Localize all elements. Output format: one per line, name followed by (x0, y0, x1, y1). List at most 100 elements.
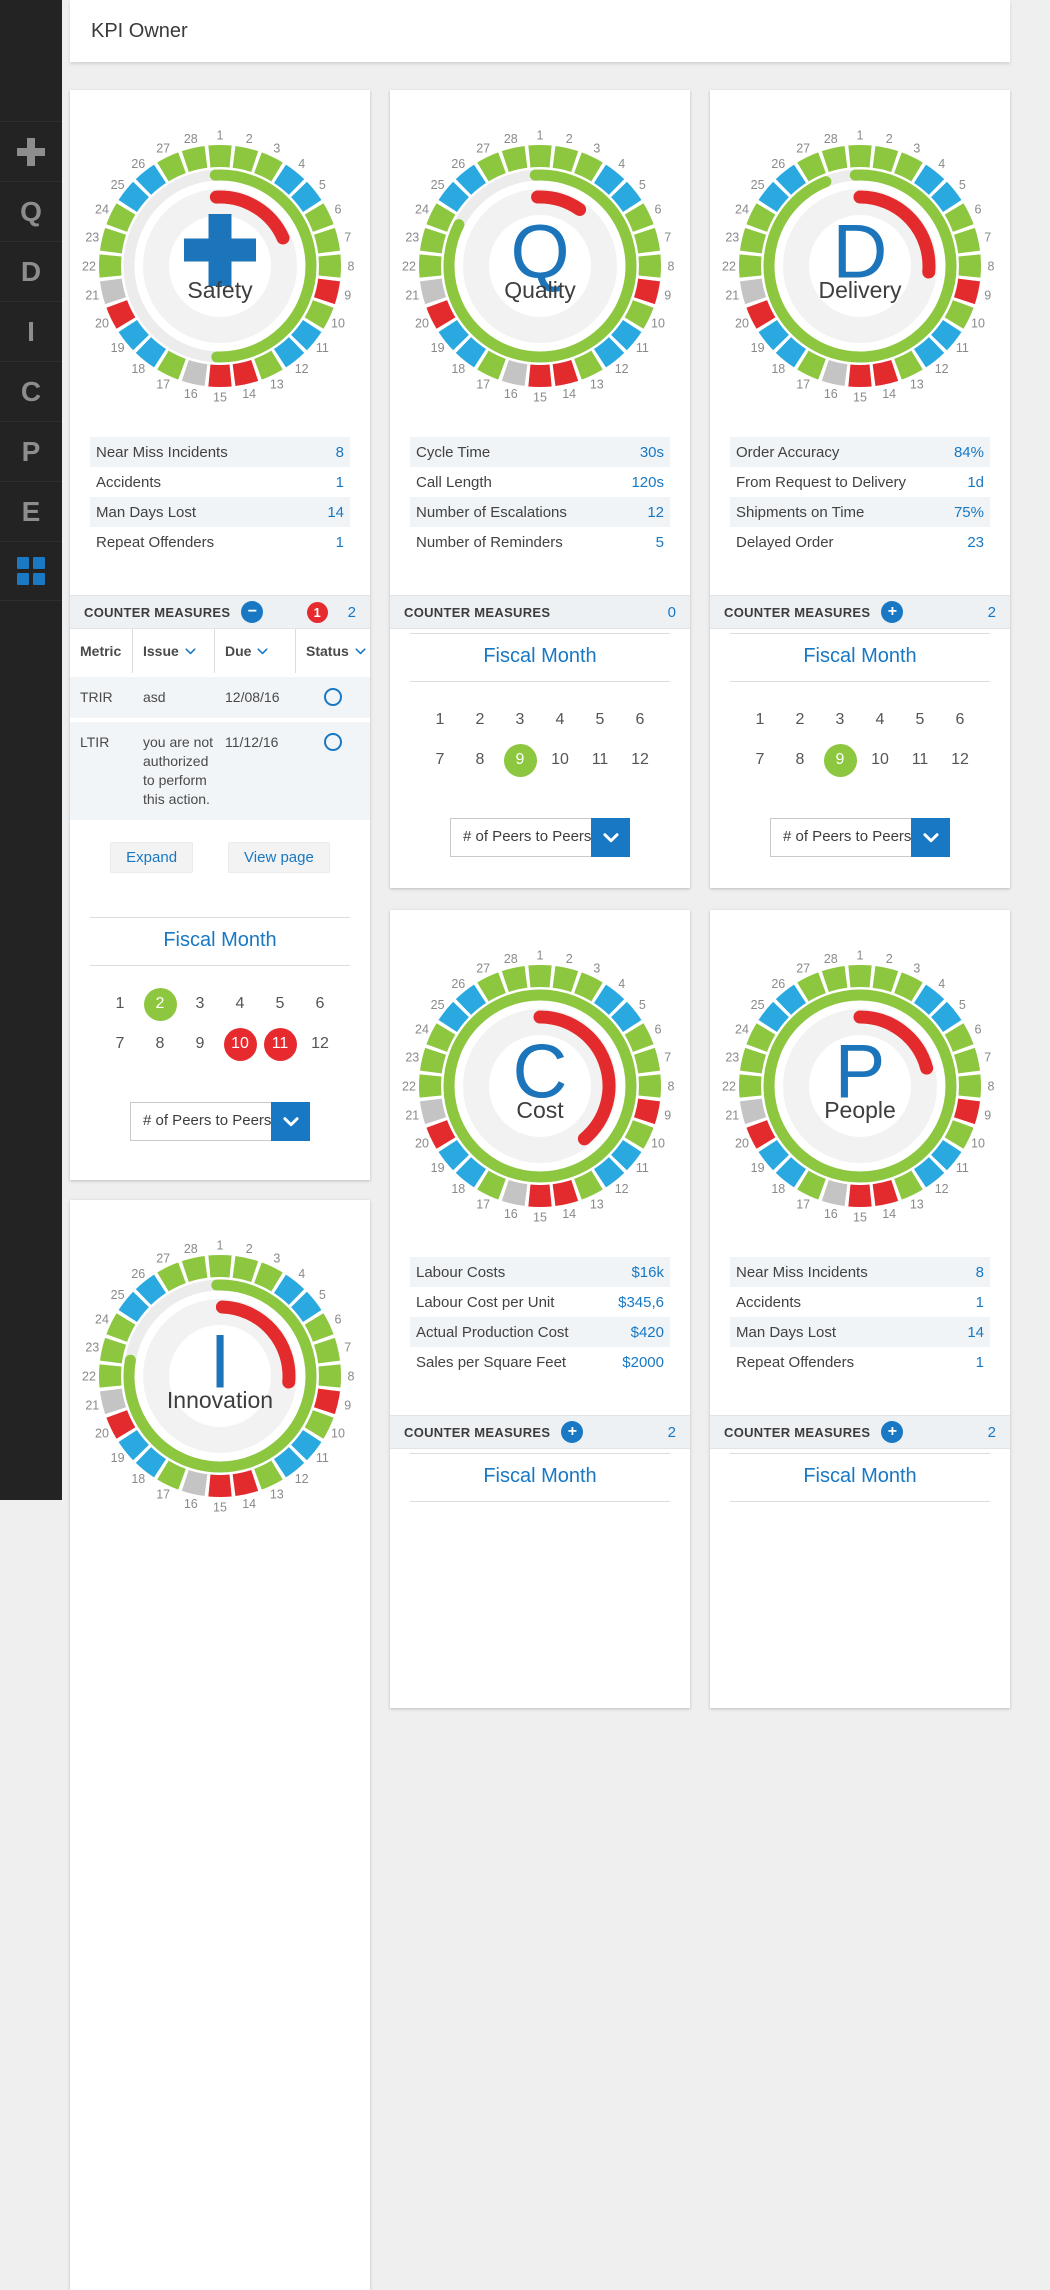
fiscal-month-4[interactable]: 4 (540, 700, 580, 740)
sidebar-item-delivery[interactable]: D (0, 241, 62, 301)
add-counter-measure-button[interactable]: + (881, 1421, 904, 1443)
gauge-segment (821, 965, 848, 993)
fiscal-month-2[interactable]: 2 (780, 700, 820, 740)
fiscal-month-11[interactable]: 11 (900, 740, 940, 780)
metric-row: Accidents 1 (730, 1287, 990, 1317)
gauge-segment (552, 145, 579, 173)
gauge-tick-label: 8 (668, 1080, 675, 1094)
gauge-segment (426, 299, 456, 329)
gauge-segment (157, 350, 187, 380)
gauge-tick-label: 7 (984, 230, 991, 244)
gauge-segment (477, 152, 507, 182)
gauge-segment (318, 1364, 341, 1388)
fiscal-month-5[interactable]: 5 (900, 700, 940, 740)
fiscal-month-10[interactable]: 10 (540, 740, 580, 780)
add-counter-measure-button[interactable]: + (881, 601, 904, 623)
fiscal-month-6[interactable]: 6 (300, 984, 340, 1024)
dropdown-chevron-button[interactable] (911, 818, 950, 857)
gauge-segment (208, 1474, 232, 1497)
gauge-segment (739, 1098, 767, 1125)
fiscal-month-8[interactable]: 8 (780, 740, 820, 780)
column-header-issue[interactable]: Issue (133, 629, 215, 673)
status-radio[interactable] (324, 733, 342, 751)
gauge-tick-label: 17 (796, 378, 810, 392)
gauge-wrap: 1 2 3 4 5 6 7 8 9 10 11 12 13 14 15 16 17 18 19 20 21 22 23 24 2… (70, 104, 370, 434)
sidebar-item-label: Q (20, 195, 42, 227)
fiscal-month-3[interactable]: 3 (820, 700, 860, 740)
fiscal-month-10[interactable]: 10 (220, 1024, 260, 1064)
gauge-segment (118, 319, 150, 351)
collapse-button[interactable]: − (241, 601, 264, 623)
fiscal-month-2[interactable]: 2 (140, 984, 180, 1024)
fiscal-month-11[interactable]: 11 (260, 1024, 300, 1064)
fiscal-month-1[interactable]: 1 (740, 700, 780, 740)
sidebar-item-dashboard[interactable] (0, 541, 62, 601)
fiscal-month-6[interactable]: 6 (940, 700, 980, 740)
fiscal-month-1[interactable]: 1 (420, 700, 460, 740)
column-header-due[interactable]: Due (215, 629, 296, 673)
gauge-tick-label: 8 (668, 260, 675, 274)
gauge-tick-label: 15 (533, 1211, 547, 1225)
fiscal-month-3[interactable]: 3 (500, 700, 540, 740)
fiscal-month-value: 5 (275, 995, 285, 1012)
sidebar-item-people[interactable]: P (0, 421, 62, 481)
sidebar-item-label: P (21, 435, 41, 467)
green-progress-arc (763, 169, 957, 363)
fiscal-month-7[interactable]: 7 (420, 740, 460, 780)
expand-button[interactable]: Expand (110, 842, 194, 873)
fiscal-month-2[interactable]: 2 (460, 700, 500, 740)
gauge-segment (181, 359, 208, 387)
sidebar-item-quality[interactable]: Q (0, 181, 62, 241)
fiscal-month-11[interactable]: 11 (580, 740, 620, 780)
view-page-button[interactable]: View page (228, 842, 330, 873)
sidebar-item-innovation[interactable]: I (0, 301, 62, 361)
fiscal-month-10[interactable]: 10 (860, 740, 900, 780)
dropdown-chevron-button[interactable] (591, 818, 630, 857)
fiscal-month-value: 7 (115, 1035, 125, 1052)
fiscal-month-12[interactable]: 12 (620, 740, 660, 780)
fiscal-month-4[interactable]: 4 (220, 984, 260, 1024)
counter-measures-count: 2 (667, 1423, 676, 1441)
sidebar-item-environment[interactable]: E (0, 481, 62, 541)
gauge-segment (893, 972, 923, 1002)
fiscal-month-5[interactable]: 5 (580, 700, 620, 740)
fiscal-month-8[interactable]: 8 (140, 1024, 180, 1064)
counter-measures-label: COUNTER MEASURES (84, 604, 231, 620)
fiscal-month-1[interactable]: 1 (100, 984, 140, 1024)
status-radio[interactable] (324, 688, 342, 706)
dropdown-chevron-button[interactable] (271, 1102, 310, 1141)
metric-label: Cycle Time (416, 443, 491, 461)
red-progress-arc (853, 1010, 934, 1075)
fiscal-month-7[interactable]: 7 (740, 740, 780, 780)
fiscal-month-9[interactable]: 9 (180, 1024, 220, 1064)
fiscal-month-9[interactable]: 9 (500, 740, 540, 780)
peers-dropdown[interactable]: # of Peers to Peers (130, 1102, 310, 1141)
gauge-tick-label: 26 (131, 157, 145, 171)
column-header-status[interactable]: Status (296, 629, 370, 673)
fiscal-month-5[interactable]: 5 (260, 984, 300, 1024)
fiscal-month-6[interactable]: 6 (620, 700, 660, 740)
fiscal-month-9[interactable]: 9 (820, 740, 860, 780)
cell-issue: you are not authorized to perform this a… (143, 734, 214, 807)
gauge-tick-label: 24 (95, 1313, 109, 1327)
sidebar-item-cost[interactable]: C (0, 361, 62, 421)
divider (410, 633, 670, 634)
gauge-segment (953, 227, 981, 254)
peers-dropdown[interactable]: # of Peers to Peers (770, 818, 950, 857)
fiscal-month-12[interactable]: 12 (300, 1024, 340, 1064)
gauge-tick-label: 26 (451, 977, 465, 991)
fiscal-month-12[interactable]: 12 (940, 740, 980, 780)
fiscal-month-4[interactable]: 4 (860, 700, 900, 740)
fiscal-month-8[interactable]: 8 (460, 740, 500, 780)
fiscal-month-3[interactable]: 3 (180, 984, 220, 1024)
add-counter-measure-button[interactable]: + (561, 1421, 584, 1443)
fiscal-month-7[interactable]: 7 (100, 1024, 140, 1064)
gauge-segment (930, 1139, 962, 1171)
chevron-down-icon (283, 1116, 299, 1126)
sidebar-item-add[interactable] (0, 121, 62, 181)
fiscal-month-value: 6 (955, 711, 965, 728)
red-progress-arc (215, 1300, 296, 1389)
gauge-tick-label: 25 (751, 178, 765, 192)
peers-dropdown[interactable]: # of Peers to Peers (450, 818, 630, 857)
fiscal-month-value: 12 (631, 751, 649, 768)
